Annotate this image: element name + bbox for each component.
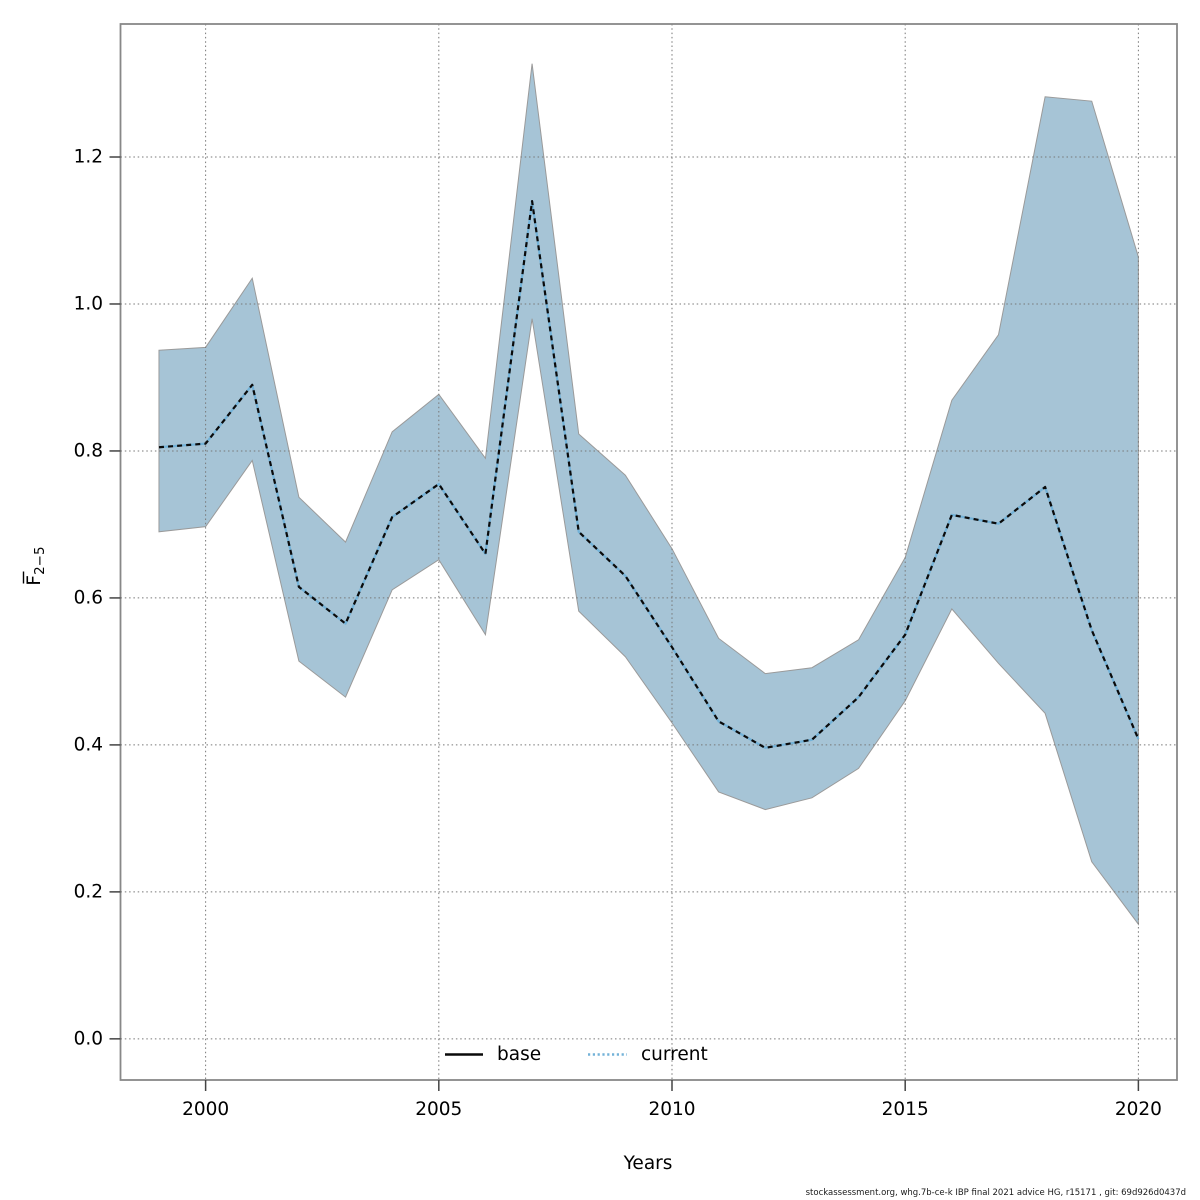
- y-tick-label: 0.2: [74, 881, 103, 902]
- y-tick-label: 0.8: [74, 440, 103, 461]
- legend-current-label: current: [641, 1044, 708, 1065]
- confidence-band: [158, 63, 1139, 926]
- series-lines: [158, 200, 1140, 749]
- axis-tick-labels: 2000 2005 2010 2015 2020 0.0 0.2 0.4 0.6 0.8 1.0 1.…: [74, 147, 1162, 1120]
- axis-ticks: [109, 156, 1140, 1091]
- x-tick-label: 2020: [1115, 1099, 1162, 1120]
- x-tick-label: 2005: [415, 1099, 462, 1120]
- y-tick-label: 0.4: [74, 734, 103, 755]
- confidence-band-polygon: [158, 63, 1139, 926]
- base-line: [158, 200, 1140, 749]
- plot-border: [119, 23, 1178, 1081]
- x-tick-label: 2015: [882, 1099, 929, 1120]
- y-axis-title: F2−5: [22, 546, 48, 586]
- x-axis-title: Years: [623, 1153, 673, 1174]
- x-tick-label: 2010: [648, 1099, 695, 1120]
- footer-text: stockassessment.org, whg.7b-ce-k IBP fin…: [805, 1188, 1186, 1198]
- y-axis-title-text: F2−5: [24, 546, 48, 585]
- legend: base current: [445, 1044, 708, 1065]
- y-tick-label: 0.6: [74, 587, 103, 608]
- x-tick-label: 2000: [182, 1099, 229, 1120]
- y-tick-label: 0.0: [74, 1028, 103, 1049]
- legend-base-label: base: [497, 1044, 541, 1065]
- y-tick-label: 1.2: [74, 147, 103, 168]
- y-tick-label: 1.0: [74, 293, 103, 314]
